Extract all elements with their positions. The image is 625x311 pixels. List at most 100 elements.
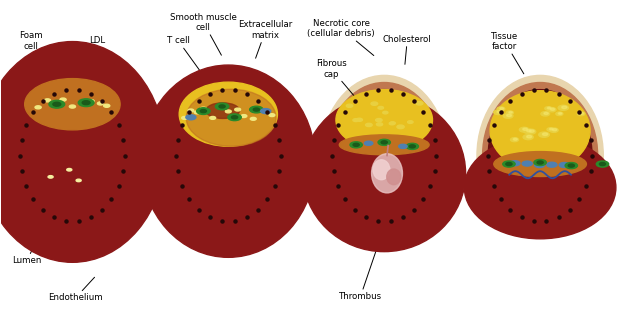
Circle shape [182,116,188,119]
Circle shape [104,104,110,107]
Circle shape [378,106,384,109]
Circle shape [548,108,556,112]
Circle shape [82,101,90,104]
Circle shape [513,138,518,140]
Circle shape [542,133,548,136]
Text: Foam
cell: Foam cell [19,31,51,74]
Text: Lumen: Lumen [12,225,45,265]
Circle shape [353,118,359,122]
Circle shape [48,176,53,178]
Text: Necrotic core
(cellular debris): Necrotic core (cellular debris) [308,19,375,56]
Circle shape [376,123,382,126]
Circle shape [67,169,72,171]
Ellipse shape [165,75,291,236]
Circle shape [49,100,64,108]
Circle shape [226,110,231,113]
Ellipse shape [206,103,239,118]
Text: Endothelium: Endothelium [48,277,103,302]
Circle shape [522,128,528,130]
Circle shape [353,143,359,146]
Ellipse shape [25,79,120,130]
Ellipse shape [534,163,544,168]
Circle shape [350,142,362,148]
Circle shape [251,117,256,120]
Circle shape [200,109,206,113]
Ellipse shape [21,90,124,221]
Ellipse shape [488,90,592,221]
Circle shape [381,141,388,144]
Ellipse shape [171,82,286,229]
Ellipse shape [464,136,616,239]
Circle shape [364,141,373,145]
Circle shape [53,102,61,106]
Circle shape [60,98,66,101]
Circle shape [201,107,206,110]
Ellipse shape [15,82,130,229]
Ellipse shape [0,42,165,262]
Ellipse shape [387,169,401,185]
Circle shape [197,108,210,114]
Circle shape [188,109,194,112]
Ellipse shape [327,82,442,229]
Circle shape [98,102,104,105]
Circle shape [511,138,519,142]
Ellipse shape [321,75,448,236]
Ellipse shape [179,82,278,146]
Circle shape [529,130,534,132]
Text: T cell: T cell [167,36,204,77]
Circle shape [503,114,513,118]
Circle shape [578,112,585,116]
Circle shape [549,128,553,130]
Circle shape [527,135,532,138]
Ellipse shape [186,89,276,146]
Circle shape [356,118,362,121]
Circle shape [506,111,513,114]
Text: LDL: LDL [9,182,34,194]
Ellipse shape [522,161,532,166]
Text: Media: Media [9,147,36,163]
Circle shape [216,103,229,110]
Text: Thrombus: Thrombus [339,237,382,301]
Text: Cholesterol: Cholesterol [383,35,432,64]
Circle shape [539,132,549,137]
Text: LDL: LDL [88,36,106,69]
Circle shape [500,108,504,109]
Circle shape [551,108,555,110]
Ellipse shape [9,75,136,236]
Circle shape [376,118,382,122]
Ellipse shape [141,65,315,257]
Circle shape [541,112,549,116]
Circle shape [519,127,529,132]
Circle shape [416,102,423,105]
Circle shape [235,108,241,111]
Ellipse shape [494,151,586,177]
Circle shape [494,110,503,114]
Circle shape [35,106,41,109]
Circle shape [507,114,511,117]
Ellipse shape [490,91,590,170]
Ellipse shape [547,162,557,167]
Text: Tissue
factor: Tissue factor [491,32,524,74]
Circle shape [562,106,567,109]
Circle shape [509,111,512,113]
Circle shape [580,113,584,114]
Circle shape [548,107,551,109]
Text: Intima: Intima [9,123,37,132]
Circle shape [241,115,247,118]
Circle shape [88,100,94,103]
Circle shape [506,163,512,165]
Circle shape [408,121,413,123]
Circle shape [558,105,568,110]
Circle shape [596,161,609,167]
Circle shape [503,161,515,167]
Circle shape [69,105,76,108]
Ellipse shape [477,75,603,236]
Ellipse shape [336,90,432,150]
Circle shape [249,106,263,113]
Circle shape [497,111,502,113]
Ellipse shape [339,135,429,155]
Ellipse shape [482,82,598,229]
Ellipse shape [303,95,466,252]
Text: Fibrous
cap: Fibrous cap [316,59,356,99]
Circle shape [390,122,395,124]
